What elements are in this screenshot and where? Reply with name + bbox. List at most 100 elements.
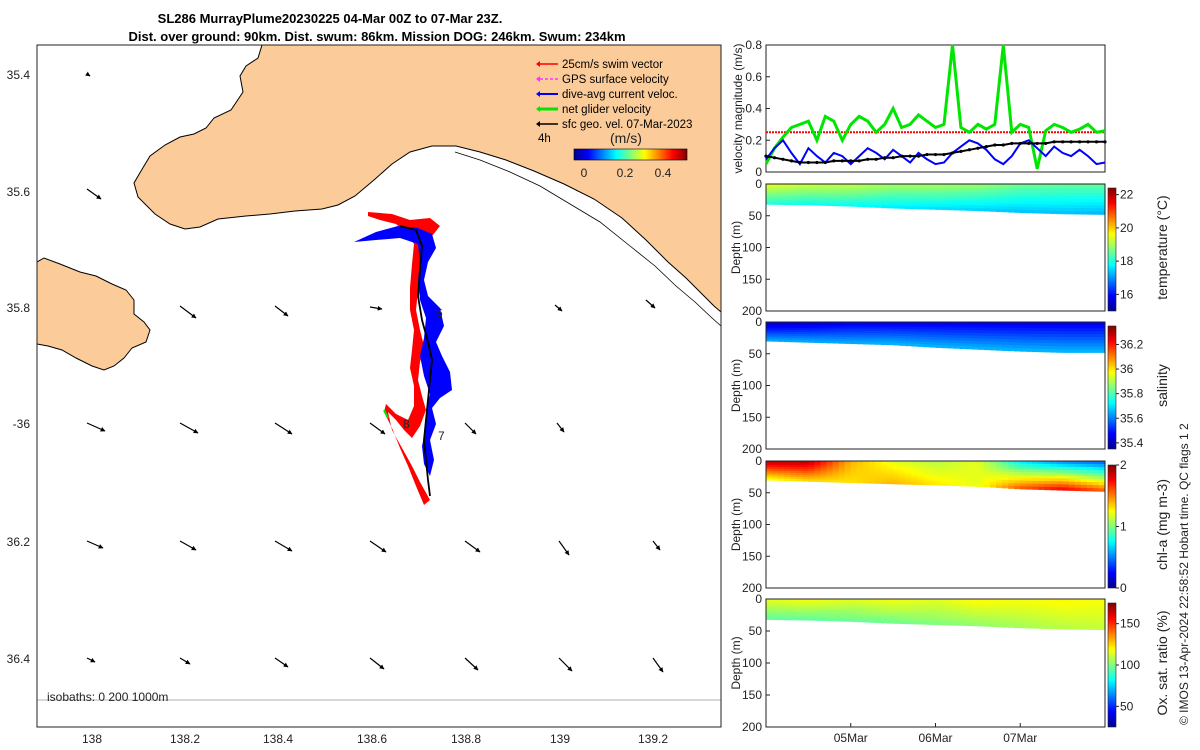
section-cell	[862, 480, 870, 484]
section-cell	[947, 340, 955, 344]
section-cell	[1080, 487, 1088, 492]
section-cell	[1008, 206, 1015, 210]
section-cell	[838, 465, 846, 468]
section-cell	[947, 322, 955, 326]
legend-net-arrowhead	[536, 106, 540, 112]
section-cell	[947, 480, 955, 484]
section-cell	[826, 332, 833, 335]
section-cell	[790, 202, 797, 206]
section-cell	[977, 338, 985, 342]
section-cell	[1014, 348, 1021, 352]
section-cell	[1086, 205, 1094, 209]
section-cell	[911, 201, 918, 205]
section-cell	[856, 184, 864, 187]
section-cell	[1002, 463, 1009, 467]
legend-gps-label: GPS surface velocity	[562, 74, 669, 86]
section-cell	[1056, 325, 1064, 329]
section-cell	[989, 618, 997, 622]
section-cell	[874, 337, 882, 341]
section-cell	[1098, 208, 1106, 212]
section-cell	[1050, 463, 1057, 468]
section-cell	[868, 599, 876, 602]
section-cell	[989, 194, 997, 199]
section-cell	[881, 340, 888, 343]
section-cell	[929, 339, 936, 343]
section-cell	[778, 192, 785, 195]
section-cell	[850, 199, 858, 203]
section-cell	[796, 607, 803, 610]
section-cell	[953, 599, 961, 603]
section-cell	[874, 188, 882, 192]
section-cell	[1092, 196, 1100, 200]
section-cell	[832, 338, 840, 342]
section-cell	[856, 197, 864, 201]
section-cell	[862, 467, 870, 471]
section-cell	[953, 619, 961, 624]
section-cell	[814, 609, 821, 613]
section-cell	[923, 606, 930, 610]
section-cell	[772, 198, 779, 201]
section-cell	[893, 193, 900, 197]
section-cell	[1038, 601, 1045, 606]
section-cell	[1032, 478, 1039, 482]
section-cell	[814, 616, 821, 619]
geo-arrow	[554, 304, 563, 312]
geo-arrow	[558, 657, 573, 672]
section-cell	[862, 461, 870, 464]
section-cell	[1086, 614, 1094, 618]
section-cell	[874, 601, 882, 605]
section-cell	[1014, 184, 1021, 188]
section-cell	[1068, 617, 1076, 621]
section-cell	[1074, 469, 1082, 474]
map-y-tick-0: 35.4	[7, 68, 31, 82]
section-cell	[959, 332, 967, 336]
section-cell	[850, 605, 858, 609]
section-cell	[814, 618, 821, 621]
section-cell	[905, 465, 912, 469]
section-cell	[959, 612, 967, 616]
section-cell	[1080, 605, 1088, 609]
section-cell	[820, 469, 827, 472]
section-cell	[887, 331, 894, 334]
section-cell	[1008, 336, 1015, 340]
section-cell	[1002, 333, 1009, 337]
section-cell	[1068, 322, 1076, 326]
section-cell	[1080, 617, 1088, 621]
map-y-tick-5: 36.4	[7, 652, 31, 666]
section-cell	[1068, 614, 1076, 618]
section-cell	[766, 202, 773, 205]
section-cell	[850, 192, 858, 196]
section-cell	[838, 192, 846, 196]
section-cell	[1062, 328, 1070, 332]
section-cell	[893, 203, 900, 207]
section-cell	[814, 198, 821, 202]
section-cell	[1074, 472, 1082, 477]
section-cell	[996, 474, 1003, 478]
section-cell	[832, 614, 840, 617]
section-cell	[850, 617, 858, 620]
section-cell	[814, 338, 821, 341]
section-cell	[802, 465, 809, 468]
section-cell	[917, 616, 924, 620]
section-cell	[784, 198, 791, 201]
legend-net-label: net glider velocity	[562, 104, 651, 116]
section-cell	[856, 476, 864, 479]
section-cell	[947, 599, 955, 603]
section-cell	[856, 326, 864, 329]
section-cell	[1026, 189, 1033, 194]
section-cell	[996, 208, 1003, 213]
section-cell	[971, 617, 979, 621]
section-cell	[1032, 327, 1039, 332]
section-cell	[911, 338, 918, 342]
section-cell	[996, 336, 1003, 340]
section-cell	[1050, 322, 1057, 326]
section-cell	[796, 463, 803, 466]
section-cell	[1062, 184, 1070, 188]
section-cell	[1044, 325, 1051, 329]
section-cell	[911, 324, 918, 328]
section-cell	[917, 601, 924, 605]
section-cell	[850, 471, 858, 475]
section-cell	[808, 328, 815, 331]
section-cell	[802, 326, 809, 329]
section-cell	[941, 461, 948, 464]
